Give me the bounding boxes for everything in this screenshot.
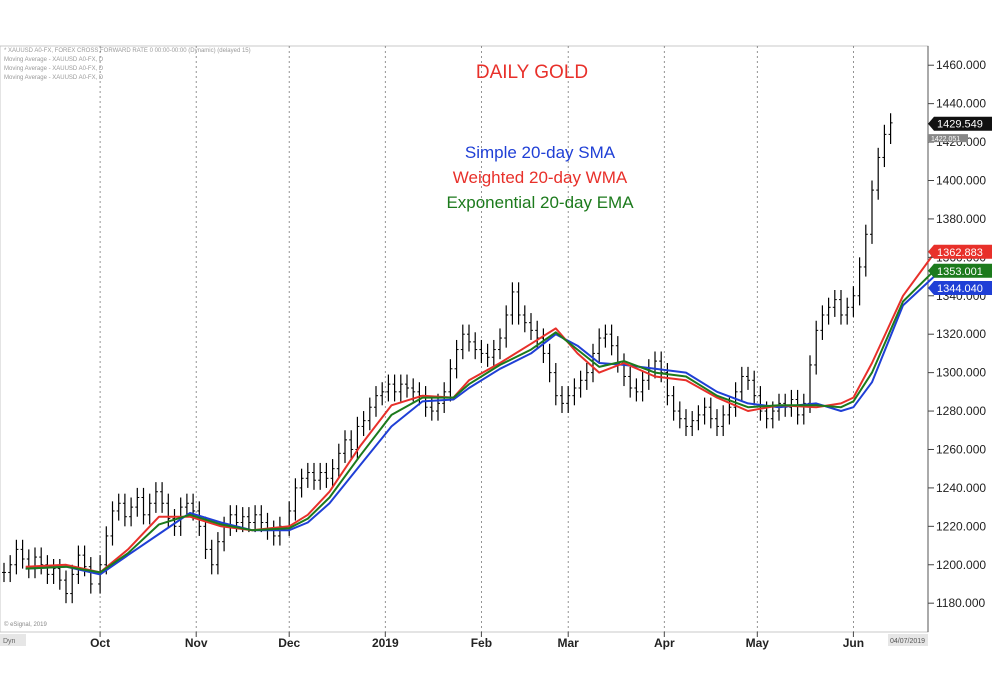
ema-line [25,270,935,574]
y-tick-label: 1320.000 [936,327,986,341]
y-tick-label: 1460.000 [936,58,986,72]
y-tick-label: 1280.000 [936,404,986,418]
wma-value-tag: 1362.883 [937,247,983,259]
x-tick-label: Feb [471,636,492,650]
secondary-price-bg [928,134,968,143]
header-text: * XAUUSD A0-FX, FOREX CROSS FORWARD RATE… [4,48,251,81]
price-tags: 1429.549 1422.051 1362.883 1353.001 1344.040 [928,116,992,296]
date-box [888,634,928,646]
ema-value-tag-bg [928,263,992,278]
header-line: Moving Average - XAUUSD A0-FX, D [4,57,104,63]
gold-chart: * XAUUSD A0-FX, FOREX CROSS FORWARD RATE… [0,40,1000,660]
x-tick-label: Jun [843,636,864,650]
header-line: * XAUUSD A0-FX, FOREX CROSS FORWARD RATE… [4,48,251,54]
sma-value-tag: 1344.040 [937,283,983,295]
date-box-label: 04/07/2019 [890,638,925,645]
y-tick-label: 1240.000 [936,481,986,495]
x-tick-label: Apr [654,636,675,650]
header-line: Moving Average - XAUUSD A0-FX, D [4,66,104,72]
y-tick-label: 1260.000 [936,442,986,456]
wma-value-tag-bg [928,244,992,259]
y-tick-label: 1380.000 [936,212,986,226]
y-tick-label: 1200.000 [936,558,986,572]
legend-ema: Exponential 20-day EMA [446,193,634,212]
chart-frame: * XAUUSD A0-FX, FOREX CROSS FORWARD RATE… [0,40,1000,660]
ema-value-tag: 1353.001 [937,266,983,278]
sma-value-tag-bg [928,281,992,296]
plot-area [0,45,929,633]
price-axis: 1180.000 1200.000 1220.000 1240.000 1260.000… [928,58,986,610]
footer-dyn: Dyn [3,638,16,645]
wma-line [25,252,935,574]
header-line: Moving Average - XAUUSD A0-FX, D [4,75,104,81]
y-tick-label: 1440.000 [936,97,986,111]
x-tick-label: May [746,636,770,650]
y-tick-label: 1300.000 [936,366,986,380]
dyn-box [0,634,26,646]
moving-average-lines [25,252,935,576]
date-axis: Oct Nov Dec 2019 Feb Mar Apr May Jun [90,632,864,650]
y-tick-label: 1400.000 [936,173,986,187]
y-tick-label: 1220.000 [936,519,986,533]
legend-sma: Simple 20-day SMA [465,143,616,162]
x-tick-label: Dec [278,636,300,650]
chart-title: DAILY GOLD [476,62,588,83]
secondary-price-tag: 1422.051 [931,136,960,143]
x-tick-label: Oct [90,636,110,650]
x-tick-label: Mar [558,636,580,650]
footer-copyright: © eSignal, 2019 [4,621,47,628]
y-tick-label: 1180.000 [936,596,985,610]
x-tick-label: 2019 [372,636,399,650]
last-price-tag: 1429.549 [937,119,983,131]
x-tick-label: Nov [185,636,208,650]
legend: Simple 20-day SMA Weighted 20-day WMA Ex… [446,143,634,212]
legend-wma: Weighted 20-day WMA [453,168,628,187]
last-price-tag-bg [928,116,992,131]
